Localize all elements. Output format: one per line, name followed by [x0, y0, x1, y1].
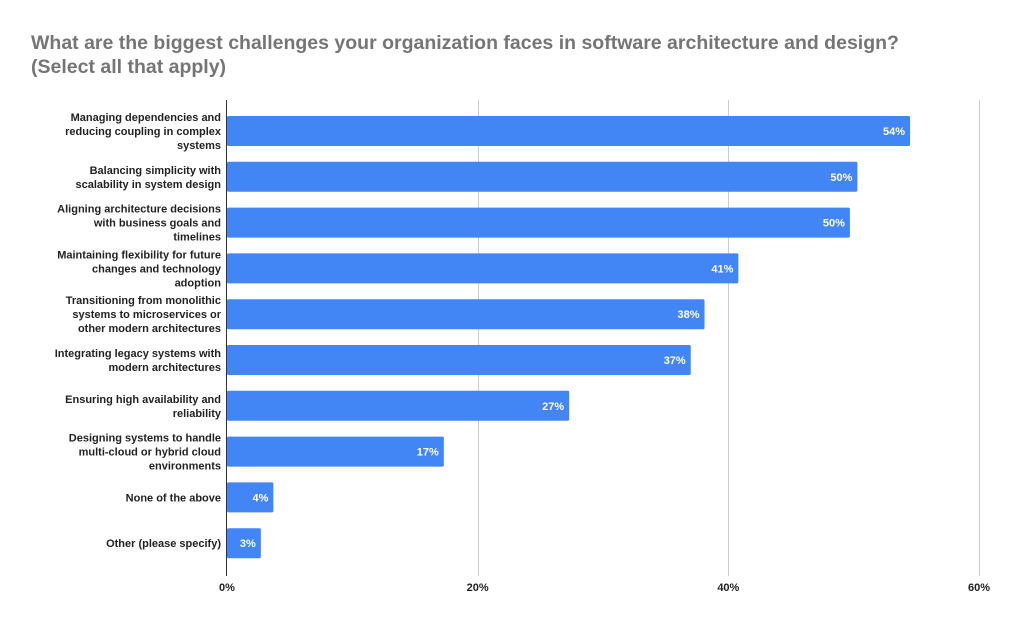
category-label-line: multi-cloud or hybrid cloud	[79, 447, 221, 459]
category-label-line: reliability	[173, 408, 222, 420]
x-tick-label: 40%	[717, 582, 739, 594]
data-label: 50%	[830, 172, 852, 184]
category-label-line: timelines	[173, 232, 221, 244]
category-label-line: adoption	[175, 277, 222, 289]
category-label-line: scalability in system design	[75, 179, 221, 191]
chart-title-main: What are the biggest challenges your org…	[31, 32, 899, 54]
chart-title: What are the biggest challenges your org…	[31, 31, 991, 79]
category-label-line: Managing dependencies and	[71, 112, 221, 124]
category-label: Other (please specify)	[106, 538, 221, 550]
category-label-line: Integrating legacy systems with	[55, 348, 222, 360]
x-tick-label: 20%	[467, 582, 489, 594]
bar	[227, 482, 274, 513]
data-label: 37%	[664, 355, 686, 367]
category-label-line: with business goals and	[93, 218, 221, 230]
bar	[227, 253, 739, 284]
category-label-line: Ensuring high availability and	[65, 394, 221, 406]
category-label: Balancing simplicity with scalability in …	[75, 165, 221, 191]
category-label-line: other modern architectures	[78, 323, 221, 335]
category-label-line: Other (please specify)	[106, 538, 221, 550]
data-label: 50%	[823, 218, 845, 230]
category-label: Transitioning from monolithic systems to …	[66, 295, 222, 335]
chart-subtitle: (Select all that apply)	[31, 56, 227, 78]
data-label: 27%	[542, 401, 564, 413]
category-label-line: reducing coupling in complex	[65, 126, 222, 138]
category-label: None of the above	[126, 492, 221, 504]
bar	[227, 436, 444, 467]
category-label: Ensuring high availability and reliabilit…	[65, 394, 222, 420]
category-label-line: Aligning architecture decisions	[57, 204, 221, 216]
bar	[227, 207, 850, 238]
bars	[227, 116, 911, 559]
category-label: Designing systems to handle multi-cloud o…	[69, 433, 221, 473]
category-label: Managing dependencies and reducing coupli…	[65, 112, 222, 152]
bar	[227, 390, 570, 421]
category-label-line: Balancing simplicity with	[90, 165, 222, 177]
category-label-line: environments	[149, 461, 221, 473]
bar	[227, 528, 261, 559]
category-label: Integrating legacy systems with modern ar…	[55, 348, 222, 374]
category-label-line: modern architectures	[109, 362, 221, 374]
data-label: 54%	[883, 126, 905, 138]
data-label: 17%	[417, 447, 439, 459]
category-label-line: Designing systems to handle	[69, 433, 221, 445]
category-label-line: Transitioning from monolithic	[66, 295, 221, 307]
bar	[227, 299, 705, 330]
bar	[227, 116, 911, 146]
category-label: Aligning architecture decisions with busi…	[57, 204, 221, 244]
category-label-line: Maintaining flexibility for future	[57, 249, 221, 261]
category-label-line: systems to microservices or	[72, 309, 221, 321]
category-label-line: systems	[177, 140, 221, 152]
bar	[227, 345, 691, 375]
x-tick-label: 60%	[968, 582, 990, 594]
x-tick-label: 0%	[219, 582, 235, 594]
data-label: 3%	[240, 538, 256, 550]
category-label-line: changes and technology	[92, 263, 222, 275]
data-label: 4%	[252, 492, 268, 504]
bar	[227, 161, 858, 192]
category-label-line: None of the above	[126, 492, 221, 504]
data-label: 38%	[677, 309, 699, 321]
labels: 0% 20% 40% 60% 54% Managing dependencies and r…	[55, 112, 991, 594]
category-label: Maintaining flexibility for future change…	[57, 249, 222, 289]
data-label: 41%	[711, 263, 733, 275]
